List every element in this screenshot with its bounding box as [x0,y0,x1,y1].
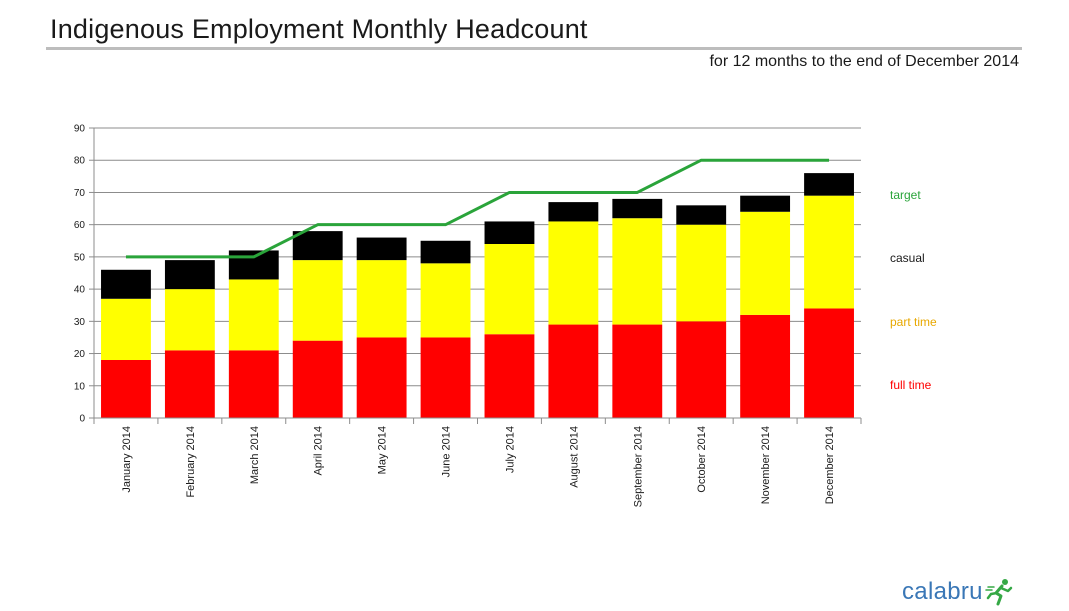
y-tick-label: 50 [74,252,86,263]
logo-text: calabru [902,578,983,605]
bar-part-time [356,260,407,338]
bar-casual [101,269,151,299]
bar-part-time [420,263,471,338]
x-tick-label: January 2014 [121,426,133,493]
x-tick-label: August 2014 [568,426,580,488]
bar-casual [292,231,343,261]
bar-casual [740,195,791,212]
bar-casual [164,260,215,290]
y-tick-label: 90 [74,124,86,135]
y-tick-label: 70 [74,188,86,199]
bar-full-time [164,350,215,418]
bar-full-time [676,321,727,418]
chart-subtitle: for 12 months to the end of December 201… [709,53,1019,70]
y-tick-label: 40 [74,285,86,296]
bar-casual [484,221,535,244]
y-tick-label: 0 [79,414,85,425]
bar-full-time [101,360,151,418]
bar-full-time [548,324,599,418]
bar-casual [676,205,727,225]
x-tick-label: July 2014 [504,426,516,473]
x-tick-label: December 2014 [824,426,836,504]
x-tick-label: April 2014 [313,426,325,476]
bar-part-time [804,195,854,309]
bar-full-time [740,314,791,418]
bar-full-time [612,324,663,418]
legend-full-time: full time [890,378,932,392]
bar-casual [804,173,854,196]
x-tick-label: June 2014 [441,426,453,477]
chart-title: Indigenous Employment Monthly Headcount [50,14,588,44]
bar-full-time [292,340,343,418]
bar-part-time [548,221,599,325]
y-tick-label: 80 [74,156,86,167]
x-tick-label: November 2014 [760,426,772,504]
bar-part-time [484,244,535,335]
y-tick-label: 20 [74,349,86,360]
bar-part-time [612,218,663,325]
bar-full-time [228,350,279,418]
bar-casual [356,237,407,261]
bar-part-time [164,289,215,351]
bar-part-time [101,298,151,360]
y-tick-label: 60 [74,220,86,231]
stacked-bar-chart: 0 10 20 30 40 50 60 70 80 90 January 2014 February … [74,124,937,508]
bar-part-time [740,211,791,315]
title-divider [46,47,1022,50]
target-line [125,158,830,259]
bar-casual [548,202,599,222]
bar-full-time [420,337,471,418]
bar-part-time [228,279,279,351]
bar-part-time [676,224,727,322]
bar-casual [228,250,279,280]
bar-casual [612,198,663,219]
x-tick-label: May 2014 [377,426,389,474]
y-tick-label: 10 [74,381,86,392]
bar-casual [420,240,471,264]
legend-casual: casual [890,251,925,265]
calabru-logo: calabru [902,578,1013,611]
x-tick-label: March 2014 [249,426,261,484]
y-tick-label: 30 [74,317,86,328]
bar-full-time [484,334,535,418]
legend-part-time: part time [890,315,937,329]
bar-full-time [356,337,407,418]
x-tick-label: February 2014 [185,426,197,498]
bar-part-time [292,260,343,341]
bar-full-time [804,308,854,418]
x-tick-label: September 2014 [632,426,644,507]
running-figure-icon [985,578,1013,611]
legend-target: target [890,188,921,202]
x-tick-label: October 2014 [696,426,708,493]
